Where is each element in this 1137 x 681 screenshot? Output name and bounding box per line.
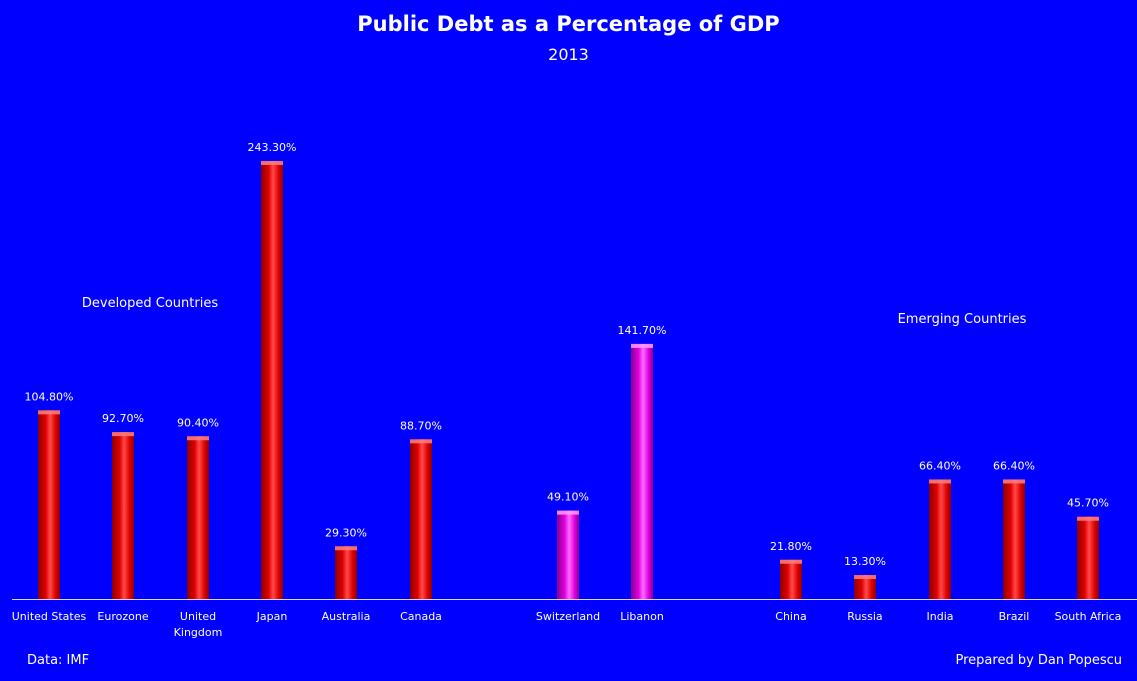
x-tick-label: United — [180, 610, 216, 623]
bar — [1003, 479, 1025, 599]
x-tick-label: South Africa — [1055, 610, 1122, 623]
bar-cap — [112, 432, 134, 437]
credit: Prepared by Dan Popescu — [955, 653, 1123, 668]
x-tick-label: Brazil — [999, 610, 1030, 623]
data-label: 21.80% — [770, 540, 812, 553]
chart-subtitle: 2013 — [548, 45, 589, 64]
bar — [854, 575, 876, 599]
data-label: 49.10% — [547, 491, 589, 504]
data-label: 66.40% — [919, 459, 961, 472]
x-tick-label: Libanon — [620, 610, 664, 623]
x-tick-label: Canada — [400, 610, 442, 623]
data-label: 104.80% — [25, 390, 74, 403]
group-annotation: Emerging Countries — [898, 312, 1027, 327]
bar — [187, 436, 209, 599]
data-label: 92.70% — [102, 412, 144, 425]
x-tick-label: Australia — [322, 610, 371, 623]
x-tick-label: Russia — [847, 610, 882, 623]
bar — [335, 546, 357, 599]
bar — [557, 510, 579, 599]
group-annotation: Developed Countries — [82, 296, 218, 311]
data-label: 141.70% — [618, 324, 667, 337]
bar — [631, 343, 653, 599]
chart-title: Public Debt as a Percentage of GDP — [357, 12, 780, 36]
x-tick-label: United States — [12, 610, 87, 623]
data-label: 66.40% — [993, 459, 1035, 472]
x-tick-label: China — [775, 610, 806, 623]
bar-cap — [1077, 516, 1099, 521]
bar-cap — [38, 410, 60, 415]
bar-cap — [631, 343, 653, 348]
bar-cap — [780, 559, 802, 564]
bar-cap — [557, 510, 579, 515]
bar-cap — [187, 436, 209, 441]
bar-cap — [335, 546, 357, 551]
data-source: Data: IMF — [27, 653, 90, 668]
bar-cap — [1003, 479, 1025, 484]
bar — [38, 410, 60, 599]
x-tick-label: Switzerland — [536, 610, 600, 623]
bar-cap — [261, 161, 283, 165]
bar — [1077, 516, 1099, 599]
bar — [112, 432, 134, 599]
data-label: 45.70% — [1067, 497, 1109, 510]
x-tick-label: India — [927, 610, 954, 623]
bar — [410, 439, 432, 599]
bar — [929, 479, 951, 599]
bar-cap — [854, 575, 876, 580]
data-label: 90.40% — [177, 416, 219, 429]
data-label: 13.30% — [844, 555, 886, 568]
data-label: 243.30% — [248, 141, 297, 154]
x-tick-label: Japan — [256, 610, 288, 623]
bar-cap — [410, 439, 432, 444]
bar — [780, 559, 802, 599]
x-tick-label: Kingdom — [174, 626, 223, 639]
bar — [261, 161, 283, 599]
bar-cap — [929, 479, 951, 484]
data-label: 29.30% — [325, 526, 367, 539]
data-label: 88.70% — [400, 419, 442, 432]
x-tick-label: Eurozone — [97, 610, 148, 623]
